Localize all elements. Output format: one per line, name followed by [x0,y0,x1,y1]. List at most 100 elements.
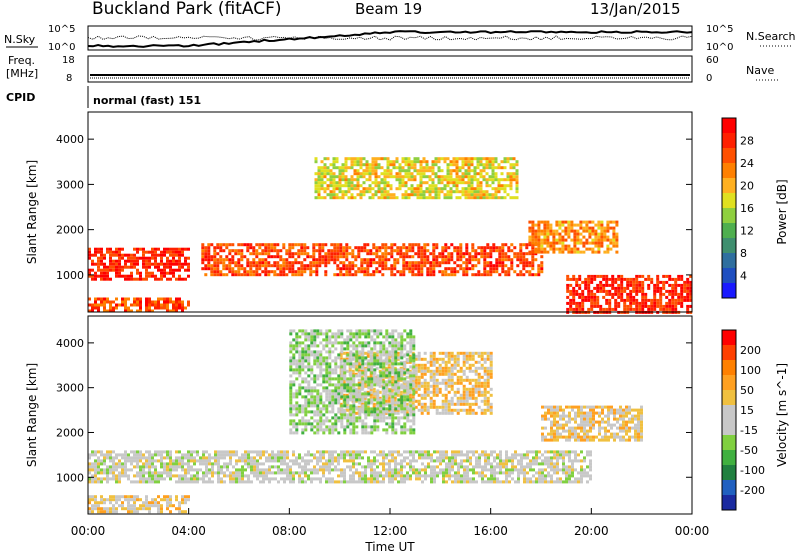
data-cell [556,465,559,469]
data-cell [442,450,445,454]
data-cell [390,381,394,385]
data-cell [529,477,532,481]
data-cell [451,480,454,484]
data-cell [100,253,103,257]
data-cell [540,241,544,245]
data-cell [580,471,583,475]
data-cell [321,261,325,265]
data-cell [541,474,544,478]
data-cell [103,268,106,272]
data-cell [438,390,442,394]
data-cell [498,273,502,277]
data-cell [480,354,484,358]
data-cell [163,250,166,254]
data-cell [384,255,388,259]
data-cell [319,350,323,354]
data-cell [172,250,175,254]
data-cell [665,289,669,293]
data-cell [315,270,319,274]
data-cell [437,181,441,185]
data-cell [389,193,393,197]
data-cell [322,456,325,460]
data-cell [476,181,480,185]
data-cell [295,350,299,354]
data-cell [316,353,320,357]
data-cell [501,258,505,262]
data-cell [583,459,586,463]
data-cell [187,459,190,463]
data-cell [310,335,314,339]
data-cell [490,477,493,481]
data-cell [326,157,330,161]
data-cell [166,259,169,263]
data-cell [441,270,445,274]
data-cell [145,480,148,484]
data-cell [453,372,457,376]
data-cell [485,163,489,167]
data-cell [211,474,214,478]
data-cell [130,468,133,472]
data-cell [355,471,358,475]
data-cell [438,372,442,376]
data-cell [295,362,299,366]
data-cell [372,375,376,379]
data-cell [444,402,448,406]
data-cell [118,265,121,269]
data-cell [606,247,610,251]
data-cell [553,471,556,475]
data-cell [499,468,502,472]
data-cell [420,246,424,250]
data-cell [136,250,139,254]
data-cell [225,243,229,247]
data-cell [520,471,523,475]
data-cell [552,247,556,251]
data-cell [566,295,570,299]
data-cell [178,450,181,454]
data-cell [600,238,604,242]
data-cell [492,243,496,247]
data-cell [163,253,166,257]
data-cell [443,187,447,191]
data-cell [349,453,352,457]
data-cell [492,246,496,250]
data-cell [238,468,241,472]
data-cell [453,249,457,253]
data-cell [356,178,360,182]
data-cell [367,462,370,466]
data-cell [416,193,420,197]
data-cell [310,338,314,342]
data-cell [446,178,450,182]
data-cell [478,453,481,457]
data-cell [229,480,232,484]
data-cell [577,453,580,457]
data-cell [435,366,439,370]
data-cell [465,357,469,361]
data-cell [461,181,465,185]
data-cell [500,178,504,182]
data-cell [591,232,595,236]
data-cell [459,375,463,379]
data-cell [313,419,317,423]
data-cell [547,474,550,478]
data-cell [124,265,127,269]
data-cell [441,369,445,373]
data-cell [488,184,492,188]
data-cell [160,256,163,260]
data-cell [392,166,396,170]
data-cell [325,459,328,463]
data-cell [460,459,463,463]
data-cell [489,375,493,379]
data-cell [193,474,196,478]
data-cell [488,166,492,170]
data-cell [528,270,532,274]
data-cell [133,456,136,460]
data-cell [175,300,178,304]
data-cell [142,250,145,254]
data-cell [523,474,526,478]
data-cell [546,232,550,236]
data-cell [440,187,444,191]
data-cell [365,160,369,164]
data-cell [332,160,336,164]
data-cell [399,354,403,358]
data-cell [282,246,286,250]
